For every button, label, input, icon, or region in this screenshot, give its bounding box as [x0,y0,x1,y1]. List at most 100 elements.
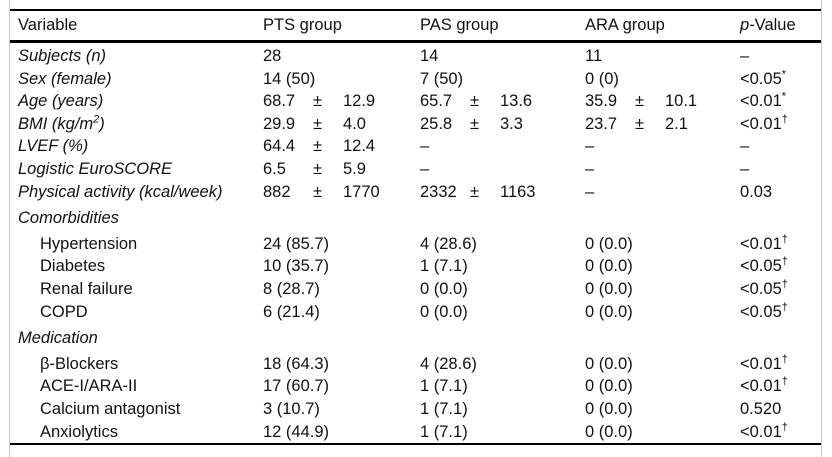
group-cell-pas: 1 (7.1) [420,255,585,278]
group-cell-pas [420,327,585,350]
row-label: Age (years) [10,90,263,113]
cell-value: 14 [420,47,439,65]
group-cell-ara: – [585,158,740,181]
group-cell-ara: 0 (0.0) [585,278,740,301]
row-label-text: Anxiolytics [40,422,118,441]
row-label: BMI (kg/m2) [10,113,263,136]
cell-value: 0 (0.0) [585,279,633,298]
cell-value: 7 (50) [420,69,464,88]
p-value-cell: <0.01† [740,353,821,376]
group-cell-pts [263,207,420,230]
p-value-cell: <0.01† [740,421,821,444]
table-row: Renal failure 8 (28.7) 0 (0.0) 0 (0.0) <… [10,278,821,301]
cell-value: 1 (7.1) [420,399,468,418]
row-label-text: Subjects (n) [18,47,107,65]
p-value-superscript: † [781,113,788,126]
mean-sd-value: 6.5 ±5.9 [263,160,366,178]
group-cell-pas: 1 (7.1) [420,375,585,398]
mean-sd-value: 29.9 ±4.0 [263,115,366,133]
row-label: Renal failure [10,278,263,301]
table-row: LVEF (%) 64.4 ±12.4 – – – [10,135,821,158]
row-label-text: Physical activity (kcal/week) [18,182,223,201]
cell-value: 10 (35.7) [263,257,330,276]
mean-value: 35.9 [585,92,618,111]
sd-value: 5.9 [343,159,366,178]
p-value-header-rest: -Value [749,16,796,34]
plus-minus-sign: ± [470,114,480,133]
table-row: Sex (female) 14 (50) 7 (50) 0 (0) <0.05* [10,68,821,91]
row-label-text: Logistic EuroSCORE [18,159,173,178]
group-cell-pas: 65.7 ±13.6 [420,90,585,113]
p-value-cell: <0.01* [740,90,821,113]
group-cell-pts [263,327,420,350]
sd-value: 1770 [343,182,380,201]
row-label-text: Medication [18,328,98,347]
row-label: Diabetes [10,255,263,278]
mean-sd-value: 35.9 ±10.1 [585,92,697,110]
row-label: ACE-I/ARA-II [10,375,263,398]
cell-value: 12 (44.9) [263,422,330,441]
group-cell-pts: 882 ±1770 [263,181,420,204]
group-cell-pts: 14 (50) [263,68,420,91]
mean-value: 6.5 [263,159,286,178]
cell-value: 0 (0.0) [420,302,468,321]
mean-sd-value: 65.7 ±13.6 [420,92,532,110]
p-value-superscript: † [781,301,788,314]
mean-sd-value: 882 ±1770 [263,183,380,201]
sd-value: 12.4 [343,137,376,156]
group-cell-pas [420,207,585,230]
row-label: β-Blockers [10,353,263,376]
p-value-text: 0.520 [740,399,782,418]
sd-value: 2.1 [665,114,688,133]
table-row: Logistic EuroSCORE 6.5 ±5.9 – – – [10,158,821,181]
group-cell-ara: 11 [585,45,740,68]
group-cell-ara: 0 (0.0) [585,233,740,256]
row-label-text: LVEF (%) [18,137,89,156]
p-value-cell: <0.01† [740,233,821,256]
row-label-text: Comorbidities [18,208,119,227]
table-row: β-Blockers 18 (64.3) 4 (28.6) 0 (0.0) <0… [10,353,821,376]
table-row: Age (years) 68.7 ±12.9 65.7 ±13.6 35.9 ±10.… [10,90,821,113]
row-label-text: Diabetes [40,257,106,276]
cell-value: 1 (7.1) [420,257,468,276]
cell-value: 18 (64.3) [263,354,330,373]
cell-value: 0 (0.0) [585,399,633,418]
p-value-text: <0.01 [740,354,782,373]
mean-value: 68.7 [263,92,296,111]
mean-value: 65.7 [420,92,453,111]
plus-minus-sign: ± [470,92,480,111]
table-row: Medication [10,327,821,350]
group-cell-ara: 0 (0.0) [585,255,740,278]
row-label-text: Age (years) [18,92,104,111]
row-label: Sex (female) [10,68,263,91]
plus-minus-sign: ± [313,114,323,133]
row-label: Subjects (n) [10,45,263,68]
group-cell-ara: – [585,135,740,158]
plus-minus-sign: ± [313,137,323,156]
p-value-cell: <0.05† [740,255,821,278]
sd-value: 12.9 [343,92,376,111]
mean-sd-value: 68.7 ±12.9 [263,92,375,110]
p-value-text: – [740,159,750,178]
cell-value: 0 (0.0) [420,279,468,298]
p-value-superscript: * [781,68,787,81]
row-label: COPD [10,301,263,324]
p-value-text: – [740,47,750,65]
row-label-superscript: 2 [93,113,100,126]
group-cell-ara: 23.7 ±2.1 [585,113,740,136]
p-value-cell: <0.05* [740,68,821,91]
column-header-pas-group: PAS group [420,16,499,34]
row-label-text: BMI (kg/m [18,114,94,133]
group-cell-ara: 0 (0.0) [585,375,740,398]
cell-value: 6 (21.4) [263,302,320,321]
p-value-text: <0.01 [740,92,782,111]
cell-value: 17 (60.7) [263,377,330,396]
baseline-characteristics-table: Variable PTS group PAS group ARA group p… [9,0,822,457]
mean-value: 2332 [420,182,457,201]
row-label-text: ACE-I/ARA-II [40,377,138,396]
p-value-cell: <0.01† [740,113,821,136]
table-row: Physical activity (kcal/week) 882 ±1770 2… [10,181,821,204]
plus-minus-sign: ± [313,92,323,111]
group-cell-pts: 24 (85.7) [263,233,420,256]
